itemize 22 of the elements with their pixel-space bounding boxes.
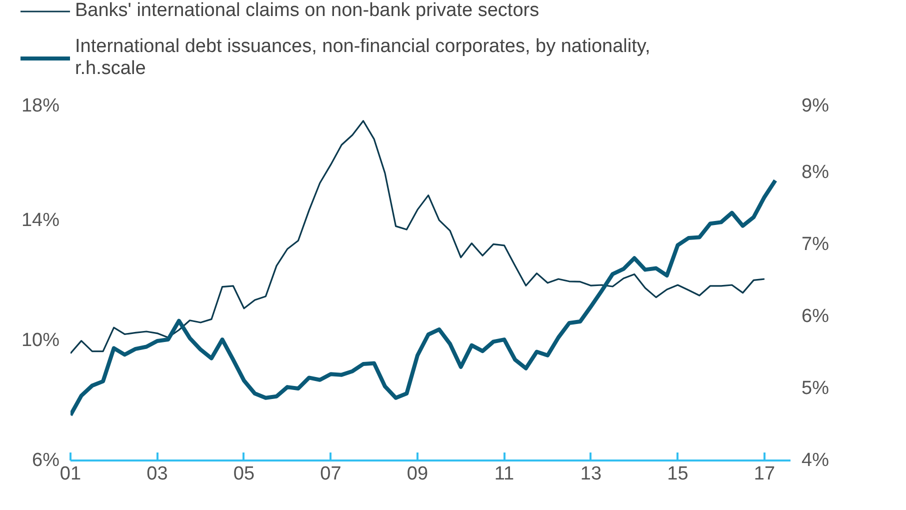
x-tick-label: 09 — [406, 464, 428, 484]
y2-tick-label: 5% — [802, 378, 830, 399]
x-tick-label: 05 — [233, 464, 255, 484]
y-tick-label: 10% — [21, 330, 60, 351]
y2-tick-label: 4% — [802, 450, 830, 471]
y2-tick-label: 7% — [802, 234, 830, 255]
x-tick-label: 11 — [494, 464, 514, 484]
legend-label: Banks' international claims on non-bank private sectors — [75, 0, 540, 22]
x-tick-label: 03 — [146, 464, 168, 484]
y2-tick-label: 6% — [802, 306, 830, 327]
y2-tick-label: 8% — [802, 162, 830, 183]
x-tick-label: 17 — [754, 464, 776, 484]
legend-label: International debt issuances, non-financial corporates, by nationality, r.h.scale — [75, 36, 650, 80]
x-tick-label: 13 — [580, 464, 602, 484]
y-tick-label: 6% — [32, 450, 60, 471]
x-tick-label: 07 — [320, 464, 342, 484]
y-tick-label: 18% — [21, 96, 60, 116]
line-series — [70, 178, 778, 418]
y-tick-label: 14% — [21, 210, 60, 231]
y2-tick-label: 9% — [802, 96, 830, 116]
x-tick-label: 15 — [667, 464, 688, 484]
x-tick-label: 01 — [60, 464, 82, 484]
